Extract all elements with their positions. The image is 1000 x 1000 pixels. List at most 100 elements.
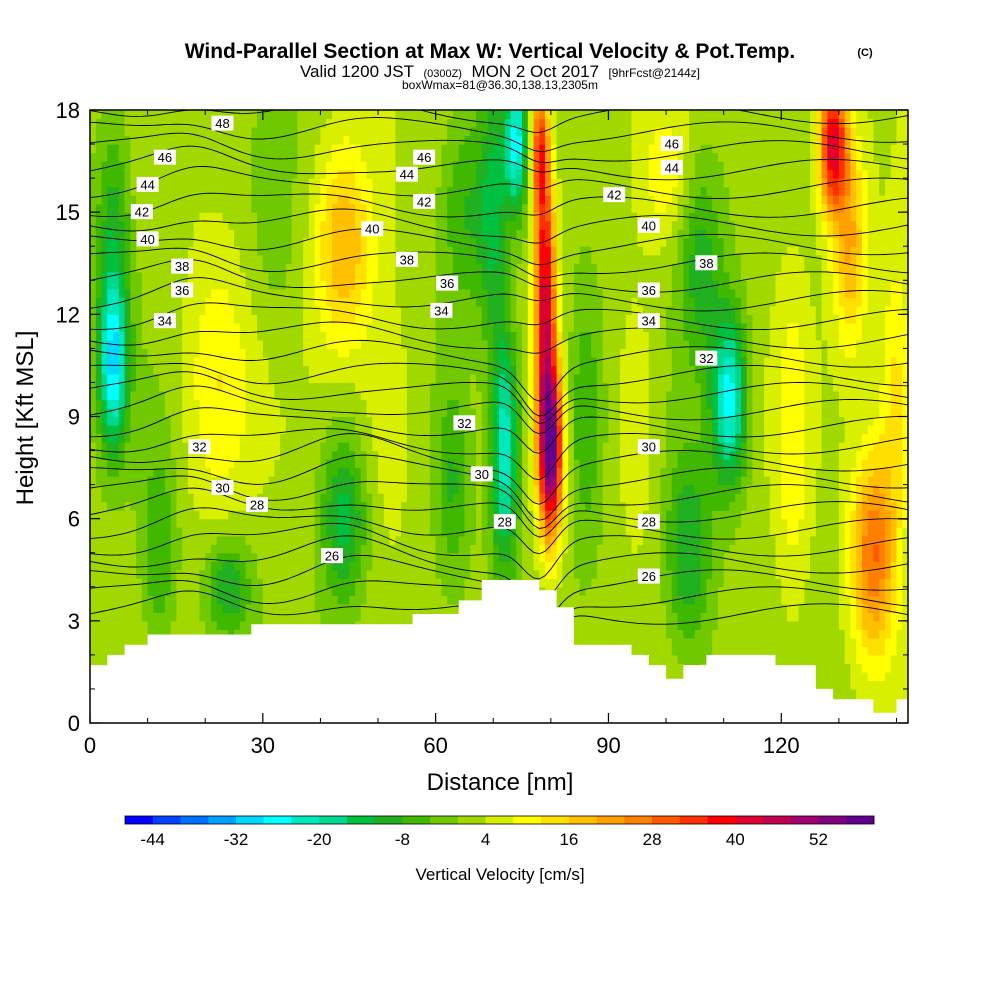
velocity-cell <box>199 510 206 520</box>
velocity-cell <box>182 476 189 486</box>
velocity-cell <box>890 518 898 528</box>
velocity-cell <box>493 535 500 545</box>
velocity-cell <box>700 442 707 452</box>
velocity-cell <box>118 552 126 562</box>
velocity-cell <box>297 612 304 622</box>
velocity-cell <box>136 459 143 469</box>
velocity-cell <box>389 450 396 460</box>
velocity-cell <box>153 603 160 613</box>
velocity-cell <box>320 476 327 486</box>
velocity-cell <box>867 535 875 545</box>
velocity-cell <box>579 595 587 605</box>
velocity-cell <box>631 646 638 656</box>
velocity-cell <box>879 612 886 622</box>
velocity-cell <box>631 433 638 443</box>
velocity-cell <box>545 467 552 477</box>
velocity-cell <box>147 544 154 554</box>
velocity-cell <box>568 450 575 460</box>
velocity-cell <box>556 561 563 571</box>
velocity-cell <box>326 586 333 596</box>
velocity-cell <box>890 569 898 579</box>
velocity-cell <box>579 637 587 647</box>
velocity-cell <box>827 595 834 605</box>
velocity-cell <box>723 476 731 486</box>
velocity-cell <box>856 637 863 647</box>
velocity-cell <box>740 459 748 469</box>
velocity-cell <box>556 442 563 452</box>
velocity-cell <box>389 476 396 486</box>
velocity-cell <box>694 484 702 494</box>
velocity-cell <box>706 620 713 630</box>
velocity-cell <box>884 680 892 690</box>
velocity-cell <box>683 433 690 443</box>
velocity-cell <box>763 569 771 579</box>
velocity-cell <box>614 527 621 537</box>
velocity-cell <box>602 493 610 503</box>
velocity-cell <box>746 476 754 486</box>
velocity-cell <box>838 663 846 673</box>
velocity-cell <box>360 569 368 579</box>
velocity-cell <box>424 450 431 460</box>
velocity-cell <box>717 467 725 477</box>
velocity-cell <box>804 442 811 452</box>
velocity-cell <box>504 569 512 579</box>
velocity-cell <box>614 535 621 545</box>
velocity-cell <box>884 425 892 435</box>
velocity-cell <box>113 629 120 639</box>
velocity-cell <box>729 510 736 520</box>
velocity-cell <box>354 552 362 562</box>
velocity-cell <box>579 586 587 596</box>
velocity-cell <box>234 467 241 477</box>
velocity-cell <box>493 425 500 435</box>
velocity-cell <box>481 442 489 452</box>
velocity-cell <box>884 578 892 588</box>
velocity-cell <box>527 535 535 545</box>
velocity-cell <box>660 578 667 588</box>
velocity-cell <box>383 510 391 520</box>
velocity-cell <box>234 493 241 503</box>
velocity-cell <box>164 561 172 571</box>
velocity-cell <box>360 425 368 435</box>
velocity-cell <box>516 459 523 469</box>
velocity-cell <box>464 476 471 486</box>
velocity-cell <box>643 450 650 460</box>
velocity-cell <box>164 535 172 545</box>
velocity-cell <box>850 654 857 664</box>
velocity-cell <box>366 578 373 588</box>
velocity-cell <box>239 476 247 486</box>
velocity-cell <box>579 425 587 435</box>
velocity-cell <box>435 476 442 486</box>
velocity-cell <box>239 620 247 630</box>
velocity-cell <box>239 484 247 494</box>
velocity-cell <box>337 578 345 588</box>
velocity-cell <box>752 646 759 656</box>
velocity-cell <box>159 518 166 528</box>
velocity-cell <box>867 680 875 690</box>
velocity-cell <box>596 527 604 537</box>
velocity-cell <box>746 518 754 528</box>
velocity-cell <box>596 637 604 647</box>
velocity-cell <box>769 484 777 494</box>
velocity-cell <box>861 629 869 639</box>
velocity-cell <box>182 535 189 545</box>
velocity-cell <box>873 433 880 443</box>
velocity-cell <box>775 561 782 571</box>
velocity-cell <box>291 450 298 460</box>
velocity-cell <box>251 603 258 613</box>
velocity-cell <box>763 493 771 503</box>
velocity-cell <box>810 569 817 579</box>
velocity-cell <box>424 433 431 443</box>
velocity-cell <box>470 569 477 579</box>
velocity-cell <box>740 637 748 647</box>
velocity-cell <box>516 569 523 579</box>
velocity-cell <box>343 535 350 545</box>
velocity-cell <box>349 527 356 537</box>
velocity-cell <box>700 637 707 647</box>
velocity-cell <box>689 612 696 622</box>
velocity-cell <box>850 501 857 511</box>
velocity-cell <box>193 416 201 426</box>
velocity-cell <box>729 527 736 537</box>
velocity-cell <box>717 646 725 656</box>
velocity-cell <box>124 586 131 596</box>
velocity-cell <box>787 518 794 528</box>
